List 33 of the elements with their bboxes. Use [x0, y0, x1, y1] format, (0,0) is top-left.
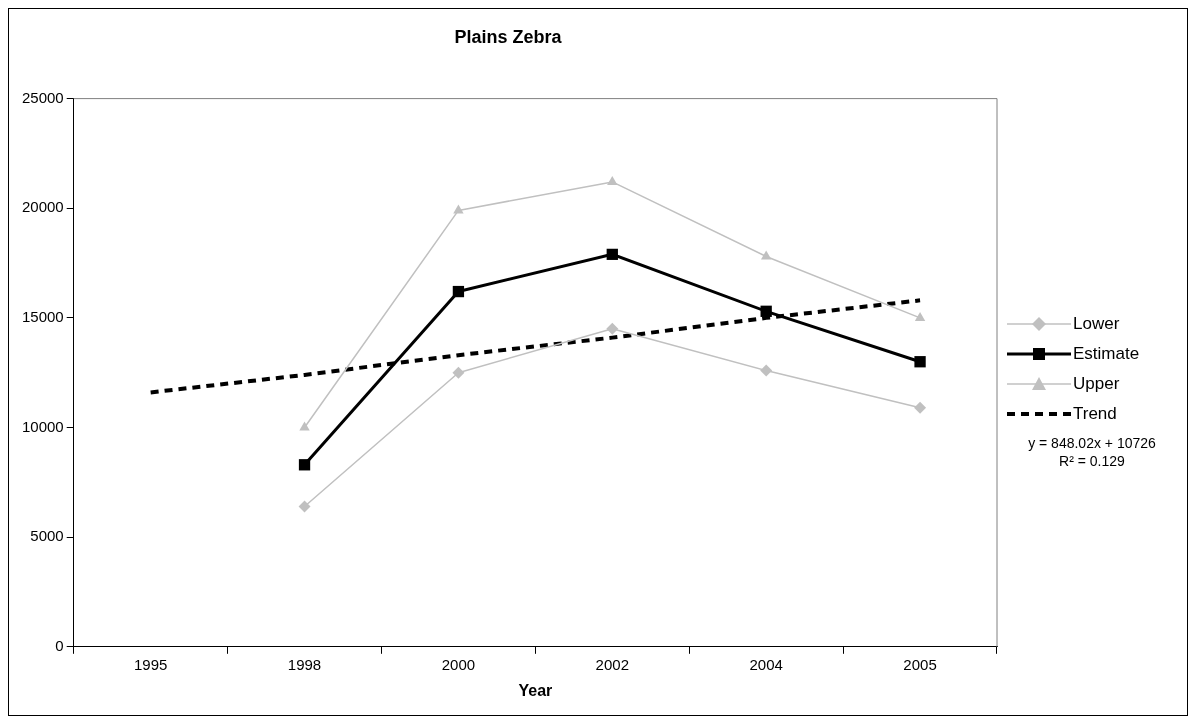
y-tick-label: 25000 — [21, 88, 64, 106]
x-tick-label: 1998 — [287, 655, 322, 673]
x-axis-title: Year — [518, 681, 553, 699]
text: R² = 0.129 — [1058, 453, 1126, 469]
y-tick-label: 0 — [55, 636, 64, 654]
x-tick-label: 2002 — [595, 655, 629, 673]
point — [914, 356, 926, 368]
y-tick-label: 15000 — [21, 308, 64, 326]
y-tick-label: 20000 — [21, 198, 64, 216]
legend-label: Trend — [1073, 404, 1117, 424]
point — [760, 364, 773, 377]
legend-label: Lower — [1073, 314, 1120, 334]
point — [299, 421, 310, 431]
point — [298, 500, 311, 513]
point — [760, 305, 772, 317]
chart-title: Plains Zebra — [454, 26, 563, 47]
point — [606, 322, 619, 335]
x-tick-label: 1995 — [133, 655, 168, 673]
x-tick-label: 2000 — [441, 655, 476, 673]
y-tick-label: 10000 — [21, 417, 64, 435]
point — [606, 248, 618, 260]
y-tick-label: 5000 — [30, 527, 64, 545]
point — [914, 401, 927, 414]
point — [298, 459, 311, 471]
point — [607, 175, 618, 185]
x-tick-label: 2004 — [749, 655, 783, 673]
text: y = 848.02x + 10726 — [1027, 435, 1157, 451]
point — [914, 311, 926, 321]
legend-label: Estimate — [1073, 344, 1140, 364]
point — [452, 285, 465, 298]
legend-label: Upper — [1073, 374, 1120, 394]
x-tick-label: 2005 — [903, 655, 937, 673]
point — [452, 366, 465, 379]
